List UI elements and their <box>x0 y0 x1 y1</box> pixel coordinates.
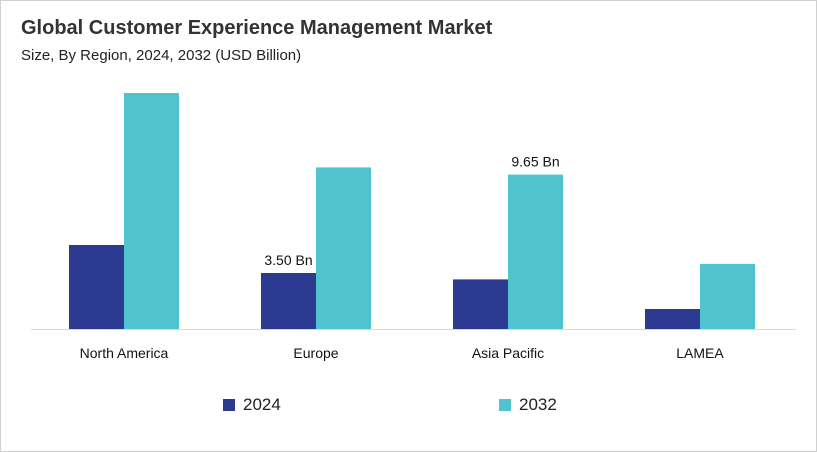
chart-subtitle: Size, By Region, 2024, 2032 (USD Billion… <box>21 47 302 64</box>
legend-swatch-2024 <box>223 399 235 411</box>
x-tick-label: Europe <box>293 345 338 361</box>
data-label: 3.50 Bn <box>264 252 312 268</box>
x-tick-label: LAMEA <box>676 345 724 361</box>
legend-item-2024: 2024 <box>223 395 281 415</box>
bar-asia-pacific-2024 <box>453 279 508 329</box>
bar-europe-2032 <box>316 167 371 329</box>
bar-lamea-2032 <box>700 263 755 329</box>
x-tick-label: North America <box>80 345 169 361</box>
legend-label-2032: 2032 <box>519 395 557 414</box>
bar-north-america-2024 <box>69 245 124 329</box>
bar-north-america-2032 <box>124 93 179 329</box>
bar-asia-pacific-2032 <box>508 174 563 329</box>
bar-lamea-2024 <box>645 309 700 329</box>
legend-label-2024: 2024 <box>243 395 281 414</box>
x-tick-label: Asia Pacific <box>472 345 544 361</box>
bar-europe-2024 <box>261 273 316 329</box>
legend-item-2032: 2032 <box>499 395 557 415</box>
chart-title: Global Customer Experience Management Ma… <box>21 17 493 39</box>
data-label: 9.65 Bn <box>511 154 559 170</box>
legend-swatch-2032 <box>499 399 511 411</box>
